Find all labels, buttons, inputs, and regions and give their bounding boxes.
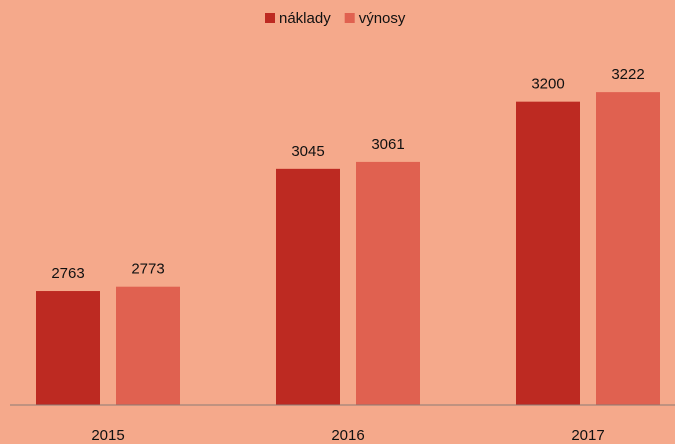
data-label: 3200 [531,76,564,93]
x-tick-label: 2016 [331,427,364,444]
bar [116,286,180,405]
bar [356,161,420,405]
data-label: 3222 [611,66,644,83]
data-label: 3061 [371,136,404,153]
legend-swatch [265,13,275,23]
data-label: 2773 [131,261,164,278]
bar [276,168,340,405]
bar [36,291,100,405]
bar [596,92,660,405]
data-label: 2763 [51,265,84,282]
x-tick-label: 2017 [571,427,604,444]
bar [516,101,580,406]
legend-label: náklady [279,10,331,27]
x-tick-label: 2015 [91,427,124,444]
legend-label: výnosy [359,10,406,27]
legend-swatch [344,13,355,23]
data-label: 3045 [291,143,324,160]
